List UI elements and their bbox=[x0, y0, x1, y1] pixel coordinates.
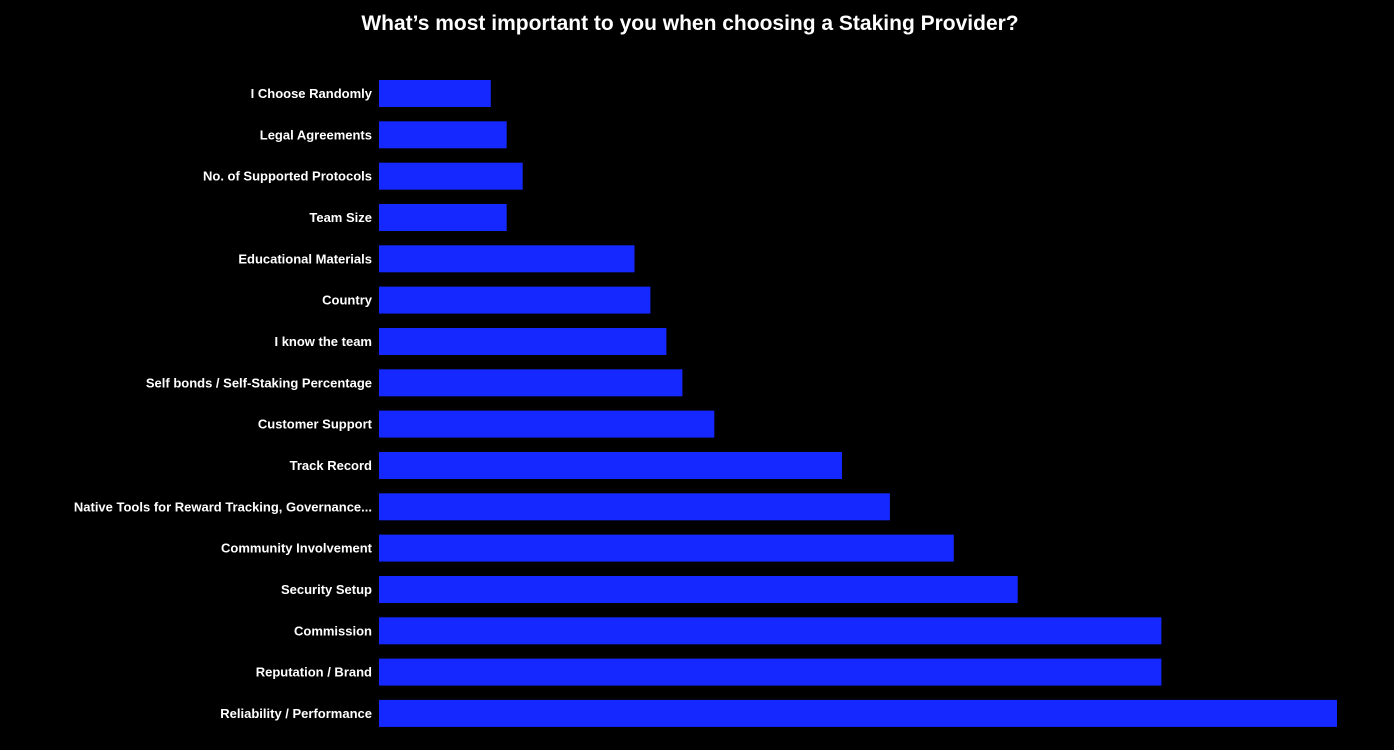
category-label: Educational Materials bbox=[238, 251, 372, 266]
bar-community-involvement bbox=[379, 534, 954, 562]
category-label: No. of Supported Protocols bbox=[203, 169, 372, 184]
bar-reliability-performance bbox=[379, 699, 1337, 727]
bar-educational-materials bbox=[379, 245, 635, 273]
category-label: Legal Agreements bbox=[260, 127, 372, 142]
bar-i-know-the-team bbox=[379, 328, 667, 355]
category-label: Track Record bbox=[290, 458, 372, 473]
bar-no-of-supported-protocols bbox=[379, 162, 523, 190]
chart-title: What’s most important to you when choosi… bbox=[361, 12, 1019, 35]
bar-commission bbox=[379, 617, 1162, 645]
category-label: Reputation / Brand bbox=[256, 665, 372, 680]
category-label: Reliability / Performance bbox=[220, 706, 372, 721]
category-label: Country bbox=[322, 293, 373, 308]
bar-customer-support bbox=[379, 410, 715, 438]
bar-country bbox=[379, 286, 651, 314]
bar-self-bonds-self-staking-percentage bbox=[379, 369, 683, 397]
bar-native-tools-for-reward-tracking-governance bbox=[379, 493, 890, 521]
bar-legal-agreements bbox=[379, 121, 507, 149]
category-label: Commission bbox=[294, 623, 372, 638]
category-label: I know the team bbox=[274, 334, 372, 349]
category-label: Customer Support bbox=[258, 417, 373, 432]
category-labels: I Choose Randomly Legal Agreements No. of … bbox=[74, 86, 373, 721]
category-label: Security Setup bbox=[281, 582, 372, 597]
bar-track-record bbox=[379, 452, 842, 479]
category-label: Team Size bbox=[309, 210, 372, 225]
category-label: Community Involvement bbox=[221, 541, 373, 556]
bar-reputation-brand bbox=[379, 658, 1162, 686]
bar-security-setup bbox=[379, 576, 1018, 603]
category-label: Self bonds / Self-Staking Percentage bbox=[146, 375, 372, 390]
bar-team-size bbox=[379, 204, 507, 231]
bars-group bbox=[379, 80, 1337, 727]
category-label: I Choose Randomly bbox=[251, 86, 373, 101]
bar-i-choose-randomly bbox=[379, 80, 491, 107]
category-label: Native Tools for Reward Tracking, Govern… bbox=[74, 499, 372, 514]
